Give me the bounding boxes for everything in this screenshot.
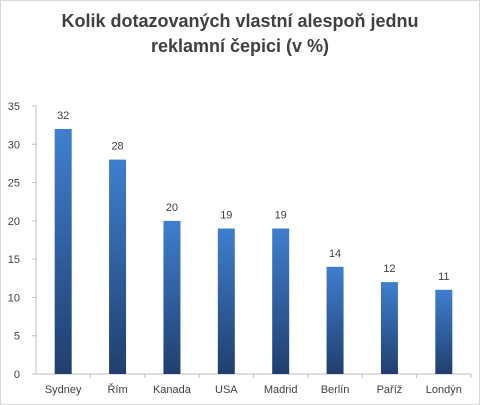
data-label: 19 <box>220 210 232 222</box>
y-tick-label: 20 <box>8 216 20 228</box>
chart-title-line-2: reklamní čepici (v %) <box>150 36 330 56</box>
y-tick-label: 35 <box>8 101 20 113</box>
y-tick-label: 5 <box>14 331 20 343</box>
bar <box>435 289 453 374</box>
data-label: 14 <box>329 248 341 260</box>
bars <box>54 128 453 374</box>
axes: 0 5 10 15 20 25 30 35 <box>8 101 472 381</box>
y-tick-label: 30 <box>8 139 20 151</box>
x-tick-label: Kanada <box>153 384 192 396</box>
bar <box>326 266 344 374</box>
data-label: 32 <box>57 110 69 122</box>
bar <box>217 228 235 374</box>
chart-title: Kolik dotazovaných vlastní alespoň jednu… <box>1 9 479 59</box>
x-tick-label: Paříž <box>377 384 403 396</box>
y-tick-label: 15 <box>8 254 20 266</box>
data-label: 20 <box>166 202 178 214</box>
labels: 32 Sydney 28 Řím 20 Kanada 19 USA 19 Madrid 14 Berl… <box>45 110 462 396</box>
x-tick-label: Londýn <box>426 384 462 396</box>
bar <box>272 228 290 374</box>
bar <box>380 282 398 374</box>
data-label: 11 <box>438 271 449 283</box>
bar <box>163 220 181 374</box>
y-tick-label: 0 <box>14 369 20 381</box>
x-tick-label: Sydney <box>45 384 82 396</box>
chart-title-line-1: Kolik dotazovaných vlastní alespoň jednu <box>61 11 419 31</box>
y-tick-label: 25 <box>8 178 20 190</box>
x-tick-label: Řím <box>107 383 127 396</box>
x-tick-label: Madrid <box>264 384 298 396</box>
data-label: 12 <box>383 263 395 275</box>
x-tick-label: USA <box>215 384 238 396</box>
x-tick-label: Berlín <box>321 384 350 396</box>
bar <box>109 159 127 374</box>
data-label: 28 <box>111 141 123 153</box>
bar <box>54 128 72 374</box>
y-tick-label: 10 <box>8 292 20 304</box>
data-label: 19 <box>275 210 287 222</box>
